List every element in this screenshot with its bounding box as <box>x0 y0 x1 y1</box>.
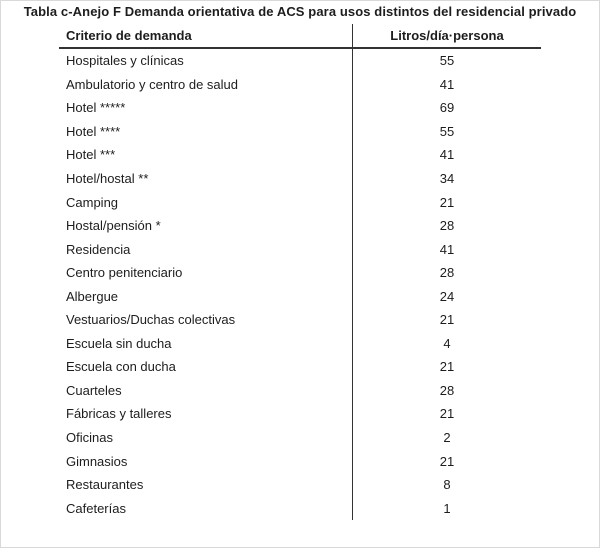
row-criterio-label: Hostal/pensión * <box>66 218 161 234</box>
row-litros-value: 28 <box>352 260 541 285</box>
row-criterio-label: Hotel/hostal ** <box>66 171 149 186</box>
row-litros-value: 41 <box>352 72 541 97</box>
row-litros-value: 21 <box>352 449 541 473</box>
table-row: Hospitales y clínicas 55 <box>59 49 541 73</box>
row-criterio-label: Restaurantes <box>66 477 144 493</box>
row-criterio-label: Cuarteles <box>66 382 122 398</box>
table-row: Ambulatorio y centro de salud 41 <box>59 72 541 97</box>
row-criterio-label: Albergue <box>66 288 119 304</box>
row-criterio-label: Cafeterías <box>66 500 126 516</box>
table-row: Gimnasios 21 <box>59 449 541 473</box>
table-row: Cafeterías 1 <box>59 496 541 520</box>
row-litros-value: 21 <box>352 308 541 332</box>
row-litros-value: 8 <box>352 472 541 497</box>
row-litros-value: 21 <box>352 190 541 214</box>
table-row: Hotel ***** 69 <box>59 96 541 120</box>
row-litros-value: 21 <box>352 402 541 426</box>
table-row: Albergue 24 <box>59 284 541 309</box>
table-row: Residencia 41 <box>59 237 541 261</box>
table-row: Restaurantes 8 <box>59 472 541 497</box>
row-litros-value: 41 <box>352 143 541 167</box>
row-litros-value: 24 <box>352 284 541 309</box>
column-header-litros: Litros/día·persona <box>352 24 541 47</box>
row-criterio-label: Hotel *** <box>66 147 116 163</box>
row-criterio-label: Hotel **** <box>66 123 121 139</box>
table-row: Hotel *** 41 <box>59 143 541 167</box>
table-row: Hostal/pensión * 28 <box>59 213 541 238</box>
row-litros-value: 55 <box>352 49 541 73</box>
table-row: Fábricas y talleres 21 <box>59 402 541 426</box>
row-criterio-label: Hospitales y clínicas <box>66 53 184 69</box>
row-criterio-label: Fábricas y talleres <box>66 406 172 422</box>
table-row: Hotel/hostal ** 34 <box>59 166 541 191</box>
row-criterio-label: Oficinas <box>66 430 113 446</box>
row-litros-value: 41 <box>352 237 541 261</box>
row-criterio-label: Escuela sin ducha <box>66 335 172 351</box>
row-criterio-label: Ambulatorio y centro de salud <box>66 76 238 92</box>
row-criterio-label: Centro penitenciario <box>66 265 183 281</box>
row-criterio-label: Gimnasios <box>66 453 128 469</box>
row-litros-value: 4 <box>352 331 541 356</box>
row-litros-value: 28 <box>352 213 541 238</box>
table-body: Hospitales y clínicas 55 Ambulatorio y c… <box>59 49 541 520</box>
table-row: Camping 21 <box>59 190 541 214</box>
table-row: Escuela con ducha 21 <box>59 355 541 379</box>
row-litros-value: 55 <box>352 119 541 144</box>
row-litros-value: 21 <box>352 355 541 379</box>
row-criterio-label: Hotel ***** <box>66 100 126 116</box>
table-header-row: Criterio de demanda Litros/día·persona <box>59 24 541 49</box>
table-row: Cuarteles 28 <box>59 378 541 403</box>
table-title: Tabla c-Anejo F Demanda orientativa de A… <box>23 4 577 19</box>
table-row: Centro penitenciario 28 <box>59 260 541 285</box>
row-criterio-label: Camping <box>66 194 119 210</box>
row-litros-value: 1 <box>352 496 541 520</box>
row-criterio-label: Vestuarios/Duchas colectivas <box>66 312 236 328</box>
table-row: Hotel **** 55 <box>59 119 541 144</box>
row-criterio-label: Residencia <box>66 241 131 257</box>
table-row: Escuela sin ducha 4 <box>59 331 541 356</box>
row-criterio-label: Escuela con ducha <box>66 359 176 375</box>
table-row: Vestuarios/Duchas colectivas 21 <box>59 308 541 332</box>
acs-demand-table: Criterio de demanda Litros/día·persona H… <box>59 24 541 520</box>
table-row: Oficinas 2 <box>59 425 541 450</box>
row-litros-value: 34 <box>352 166 541 191</box>
column-header-criterio: Criterio de demanda <box>66 28 192 43</box>
row-litros-value: 28 <box>352 378 541 403</box>
row-litros-value: 69 <box>352 96 541 120</box>
row-litros-value: 2 <box>352 425 541 450</box>
